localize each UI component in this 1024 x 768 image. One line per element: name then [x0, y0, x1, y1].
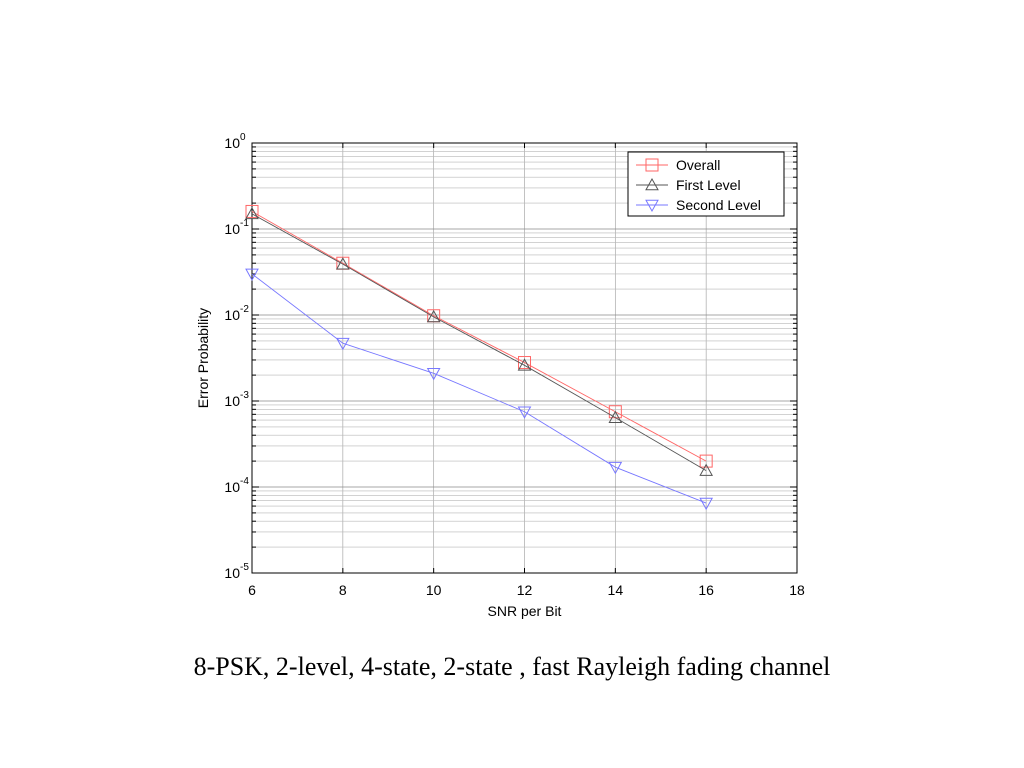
data-point-marker [699, 463, 714, 476]
slide-caption: 8-PSK, 2-level, 4-state, 2-state , fast … [193, 652, 831, 681]
y-tick-label: 10 -3 [224, 390, 249, 409]
y-tick-base: 10 [224, 479, 240, 495]
series-line [251, 273, 707, 504]
legend-item: Second Level [636, 197, 761, 213]
y-tick-exponent: -2 [240, 304, 249, 315]
axis-ticks [251, 143, 798, 574]
y-tick-exponent: 0 [240, 132, 246, 143]
data-point-marker [645, 177, 659, 191]
data-point-marker [245, 206, 259, 220]
y-tick-label: 10 -1 [224, 218, 249, 237]
data-point-marker [517, 358, 532, 371]
y-tick-exponent: -1 [240, 218, 249, 229]
y-tick-exponent: -5 [240, 562, 249, 573]
x-tick-label: 16 [698, 582, 714, 598]
data-point-marker [699, 497, 714, 511]
series-line [251, 213, 707, 472]
y-tick-exponent: -3 [240, 390, 249, 401]
x-axis-label: SNR per Bit [488, 603, 562, 619]
y-tick-label: 10 0 [224, 132, 246, 151]
data-point-marker [645, 199, 659, 213]
series-line [251, 211, 707, 462]
series-overall [245, 204, 713, 468]
legend-item: First Level [636, 177, 741, 193]
data-point-marker [245, 268, 259, 281]
data-point-marker [517, 406, 532, 419]
data-point-marker [245, 204, 259, 218]
series-first-level [245, 206, 714, 476]
legend: Overall First Level Second Level [627, 151, 785, 217]
y-tick-base: 10 [224, 135, 240, 151]
x-tick-label: 12 [517, 582, 533, 598]
y-tick-base: 10 [224, 307, 240, 323]
legend-label: First Level [676, 177, 741, 193]
x-tick-label: 6 [248, 582, 256, 598]
data-point-marker [645, 158, 659, 172]
y-tick-base: 10 [224, 565, 240, 581]
y-axis-label: Error Probability [195, 308, 211, 408]
x-tick-labels: 6 8 10 12 14 16 18 [248, 582, 805, 598]
data-point-marker [426, 367, 441, 381]
y-tick-base: 10 [224, 221, 240, 237]
data-point-marker [426, 309, 441, 323]
legend-label: Overall [676, 157, 720, 173]
y-tick-label: 10 -2 [224, 304, 249, 323]
y-tick-base: 10 [224, 393, 240, 409]
y-tick-label: 10 -4 [224, 476, 249, 495]
x-tick-label: 14 [608, 582, 624, 598]
legend-item: Overall [636, 157, 720, 173]
x-tick-label: 10 [426, 582, 442, 598]
plot-frame [251, 142, 798, 574]
data-point-marker [608, 461, 623, 475]
series-second-level [245, 268, 714, 511]
x-tick-label: 8 [339, 582, 347, 598]
x-tick-label: 18 [789, 582, 805, 598]
data-point-marker [699, 454, 713, 468]
data-point-marker [335, 257, 350, 270]
y-tick-exponent: -4 [240, 476, 249, 487]
y-tick-label: 10 -5 [224, 562, 249, 581]
legend-label: Second Level [676, 197, 761, 213]
data-point-marker [608, 410, 623, 423]
data-point-marker [335, 337, 350, 351]
series-lines [245, 204, 714, 511]
